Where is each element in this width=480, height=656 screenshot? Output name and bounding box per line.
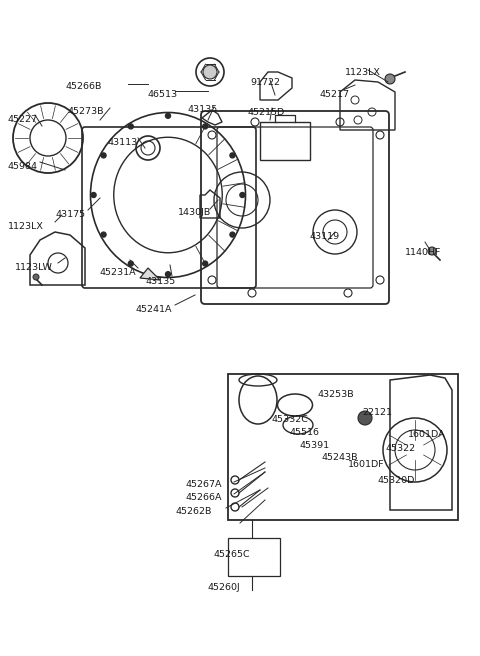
Text: 43135: 43135 <box>188 105 218 114</box>
Text: 45332C: 45332C <box>272 415 309 424</box>
Text: 45984: 45984 <box>8 162 38 171</box>
Text: 22121: 22121 <box>362 408 392 417</box>
Text: 1601DF: 1601DF <box>348 460 384 469</box>
Circle shape <box>358 411 372 425</box>
Text: 1430JB: 1430JB <box>178 208 211 217</box>
Text: 45260J: 45260J <box>208 583 241 592</box>
Text: 43113: 43113 <box>108 138 138 147</box>
Text: 45267A: 45267A <box>185 480 221 489</box>
Circle shape <box>101 232 106 237</box>
Text: 43119: 43119 <box>310 232 340 241</box>
Text: 45243B: 45243B <box>322 453 359 462</box>
Text: 45227: 45227 <box>8 115 38 124</box>
Circle shape <box>128 261 133 266</box>
Circle shape <box>240 192 245 197</box>
Bar <box>228 374 458 520</box>
Bar <box>228 538 280 576</box>
Circle shape <box>203 261 208 266</box>
Text: 1123LX: 1123LX <box>345 68 381 77</box>
Text: 1123LW: 1123LW <box>15 263 53 272</box>
Circle shape <box>101 153 106 158</box>
Text: 43253B: 43253B <box>318 390 355 399</box>
Circle shape <box>230 153 235 158</box>
Text: 45266A: 45266A <box>185 493 221 502</box>
Text: 45516: 45516 <box>290 428 320 437</box>
Circle shape <box>203 124 208 129</box>
Polygon shape <box>140 268 160 280</box>
Text: 45265C: 45265C <box>213 550 250 559</box>
Text: 45262B: 45262B <box>175 507 211 516</box>
Text: 45322: 45322 <box>385 444 415 453</box>
Text: 43175: 43175 <box>55 210 85 219</box>
Text: 45266B: 45266B <box>65 82 101 91</box>
Text: 45231A: 45231A <box>100 268 137 277</box>
Text: 45273B: 45273B <box>68 107 105 116</box>
Circle shape <box>128 124 133 129</box>
Circle shape <box>91 192 96 197</box>
Circle shape <box>203 65 217 79</box>
Text: 91722: 91722 <box>250 78 280 87</box>
Text: 43135: 43135 <box>145 277 175 286</box>
Circle shape <box>385 74 395 84</box>
Circle shape <box>166 272 170 277</box>
Circle shape <box>230 232 235 237</box>
Circle shape <box>428 247 436 255</box>
Text: 1601DA: 1601DA <box>408 430 445 439</box>
Circle shape <box>166 113 170 118</box>
Text: 1123LX: 1123LX <box>8 222 44 231</box>
Text: 46513: 46513 <box>148 90 178 99</box>
Text: 45215D: 45215D <box>248 108 285 117</box>
Text: 45241A: 45241A <box>135 305 171 314</box>
Bar <box>260 122 310 160</box>
Text: 45391: 45391 <box>300 441 330 450</box>
Text: 45217: 45217 <box>320 90 350 99</box>
Circle shape <box>33 274 39 280</box>
Text: 45320D: 45320D <box>378 476 415 485</box>
Text: 1140HF: 1140HF <box>405 248 442 257</box>
